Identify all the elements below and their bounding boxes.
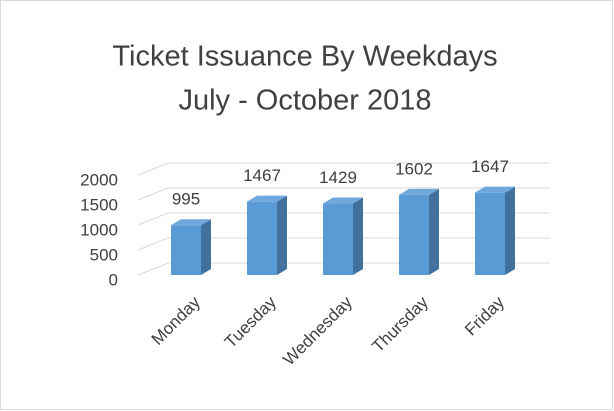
data-label: 995 [172,190,200,209]
grid-line [137,162,550,176]
bar [247,201,277,275]
y-tick-label: 0 [109,270,118,289]
grid-line [137,187,550,201]
y-tick-label: 1500 [80,195,118,214]
y-tick-label: 1000 [80,220,118,239]
data-label: 1429 [319,168,357,187]
bar-side [429,188,439,275]
data-label: 1647 [471,157,509,176]
bar-top [323,197,363,204]
bar-side [505,186,515,275]
y-tick-label: 2000 [80,170,118,189]
bar-side [201,219,211,275]
bar [475,192,505,275]
bar-side [277,195,287,275]
bar-side [353,197,363,275]
bar [323,203,353,275]
chart-title: Ticket Issuance By Weekdays [112,41,497,73]
bar-top [475,186,515,193]
bar-top [171,219,211,226]
bar [171,225,201,275]
y-tick-label: 500 [90,245,118,264]
bar-top [399,188,439,195]
bar [399,194,429,275]
data-label: 1467 [243,166,281,185]
bar-top [247,195,287,202]
data-label: 1602 [395,159,433,178]
chart-subtitle: July - October 2018 [178,85,431,117]
